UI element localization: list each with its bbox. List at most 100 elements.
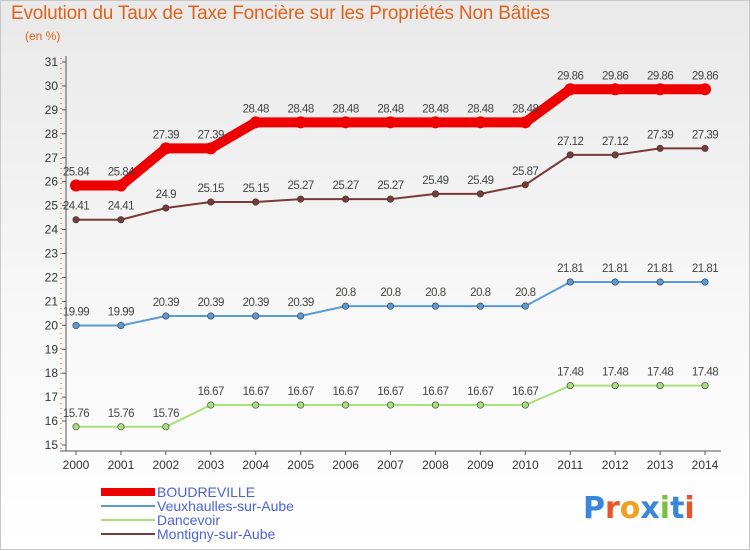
logo-letter: P <box>583 491 605 526</box>
data-point <box>207 401 215 409</box>
data-point <box>521 181 529 189</box>
x-tick-label: 2000 <box>63 458 90 472</box>
y-tick-label: 31 <box>45 55 59 69</box>
data-point <box>654 83 667 96</box>
data-label: 17.48 <box>557 367 583 379</box>
data-point <box>117 322 125 330</box>
data-label: 28.48 <box>243 103 269 115</box>
data-label: 28.48 <box>467 103 493 115</box>
data-label: 29.86 <box>602 70 628 82</box>
data-point <box>656 382 664 390</box>
chart-title: Evolution du Taux de Taxe Foncière sur l… <box>11 3 550 24</box>
data-point <box>387 401 395 409</box>
data-label: 28.48 <box>422 103 448 115</box>
data-label: 16.67 <box>467 386 493 398</box>
data-label: 25.49 <box>422 175 448 187</box>
x-tick-label: 2006 <box>332 458 359 472</box>
data-point <box>252 312 260 320</box>
y-tick-label: 23 <box>45 247 59 261</box>
legend-item: BOUDREVILLE <box>101 485 294 499</box>
data-point <box>342 401 350 409</box>
data-label: 16.67 <box>377 386 403 398</box>
y-tick-label: 21 <box>45 294 59 308</box>
legend: BOUDREVILLE Veuxhaulles-sur-Aube Dancevo… <box>101 485 294 541</box>
data-point <box>114 179 127 192</box>
data-label: 25.87 <box>512 166 538 178</box>
x-tick-label: 2012 <box>602 458 629 472</box>
data-point <box>297 312 305 320</box>
data-point <box>384 116 397 129</box>
data-point <box>564 83 577 96</box>
data-point <box>609 83 622 96</box>
data-label: 21.81 <box>647 263 673 275</box>
data-point <box>162 204 170 212</box>
data-label: 15.76 <box>153 408 179 420</box>
data-point <box>431 190 439 198</box>
x-tick-label: 2010 <box>512 458 539 472</box>
data-label: 25.27 <box>288 180 314 192</box>
data-point <box>159 142 172 155</box>
data-point <box>699 83 712 96</box>
y-tick-label: 18 <box>45 366 59 380</box>
legend-item: Montigny-sur-Aube <box>101 527 294 541</box>
data-point <box>204 142 217 155</box>
y-tick-label: 27 <box>45 151 59 165</box>
y-tick-label: 29 <box>45 103 59 117</box>
legend-item: Dancevoir <box>101 513 294 527</box>
data-label: 20.39 <box>288 297 314 309</box>
data-point <box>252 198 260 206</box>
data-point <box>342 195 350 203</box>
data-point <box>566 382 574 390</box>
data-point <box>611 278 619 286</box>
y-tick-label: 19 <box>45 342 59 356</box>
x-tick-label: 2011 <box>557 458 583 472</box>
data-label: 21.81 <box>557 263 583 275</box>
x-tick-label: 2001 <box>108 458 135 472</box>
data-label: 16.67 <box>288 386 314 398</box>
data-label: 28.48 <box>512 103 538 115</box>
data-point <box>117 216 125 224</box>
logo-letter: t <box>670 491 685 526</box>
data-label: 15.76 <box>108 408 134 420</box>
data-label: 25.15 <box>243 183 269 195</box>
data-point <box>474 116 487 129</box>
legend-item: Veuxhaulles-sur-Aube <box>101 499 294 513</box>
legend-swatch-montigny <box>101 533 155 535</box>
x-tick-label: 2005 <box>287 458 314 472</box>
data-label: 17.48 <box>692 367 718 379</box>
data-label: 25.84 <box>108 167 135 179</box>
x-tick-label: 2007 <box>377 458 404 472</box>
y-tick-label: 15 <box>45 438 59 452</box>
data-label: 24.9 <box>156 189 176 201</box>
legend-label-boudreville: BOUDREVILLE <box>157 484 256 500</box>
data-point <box>72 423 80 431</box>
data-label: 20.8 <box>380 287 400 299</box>
data-label: 16.67 <box>422 386 448 398</box>
data-point <box>252 401 260 409</box>
data-label: 20.8 <box>335 287 355 299</box>
legend-swatch-veuxhaulles <box>101 505 155 507</box>
x-tick-label: 2003 <box>197 458 224 472</box>
data-point <box>521 302 529 310</box>
data-label: 27.39 <box>153 129 179 141</box>
y-tick-label: 30 <box>45 79 59 93</box>
data-point <box>476 190 484 198</box>
x-tick-label: 2008 <box>422 458 449 472</box>
data-point <box>431 302 439 310</box>
data-point <box>476 302 484 310</box>
data-point <box>72 216 80 224</box>
data-label: 20.8 <box>425 287 445 299</box>
data-label: 20.39 <box>153 297 179 309</box>
data-label: 20.39 <box>243 297 269 309</box>
data-label: 16.67 <box>243 386 269 398</box>
data-point <box>431 401 439 409</box>
data-point <box>72 322 80 330</box>
data-label: 20.39 <box>198 297 224 309</box>
data-label: 27.12 <box>602 136 628 148</box>
data-label: 16.67 <box>198 386 224 398</box>
x-tick-label: 2009 <box>467 458 494 472</box>
data-point <box>207 312 215 320</box>
data-point <box>339 116 352 129</box>
data-label: 29.86 <box>692 70 718 82</box>
